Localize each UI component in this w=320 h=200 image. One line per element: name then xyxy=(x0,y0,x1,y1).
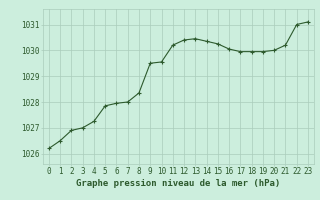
X-axis label: Graphe pression niveau de la mer (hPa): Graphe pression niveau de la mer (hPa) xyxy=(76,179,281,188)
